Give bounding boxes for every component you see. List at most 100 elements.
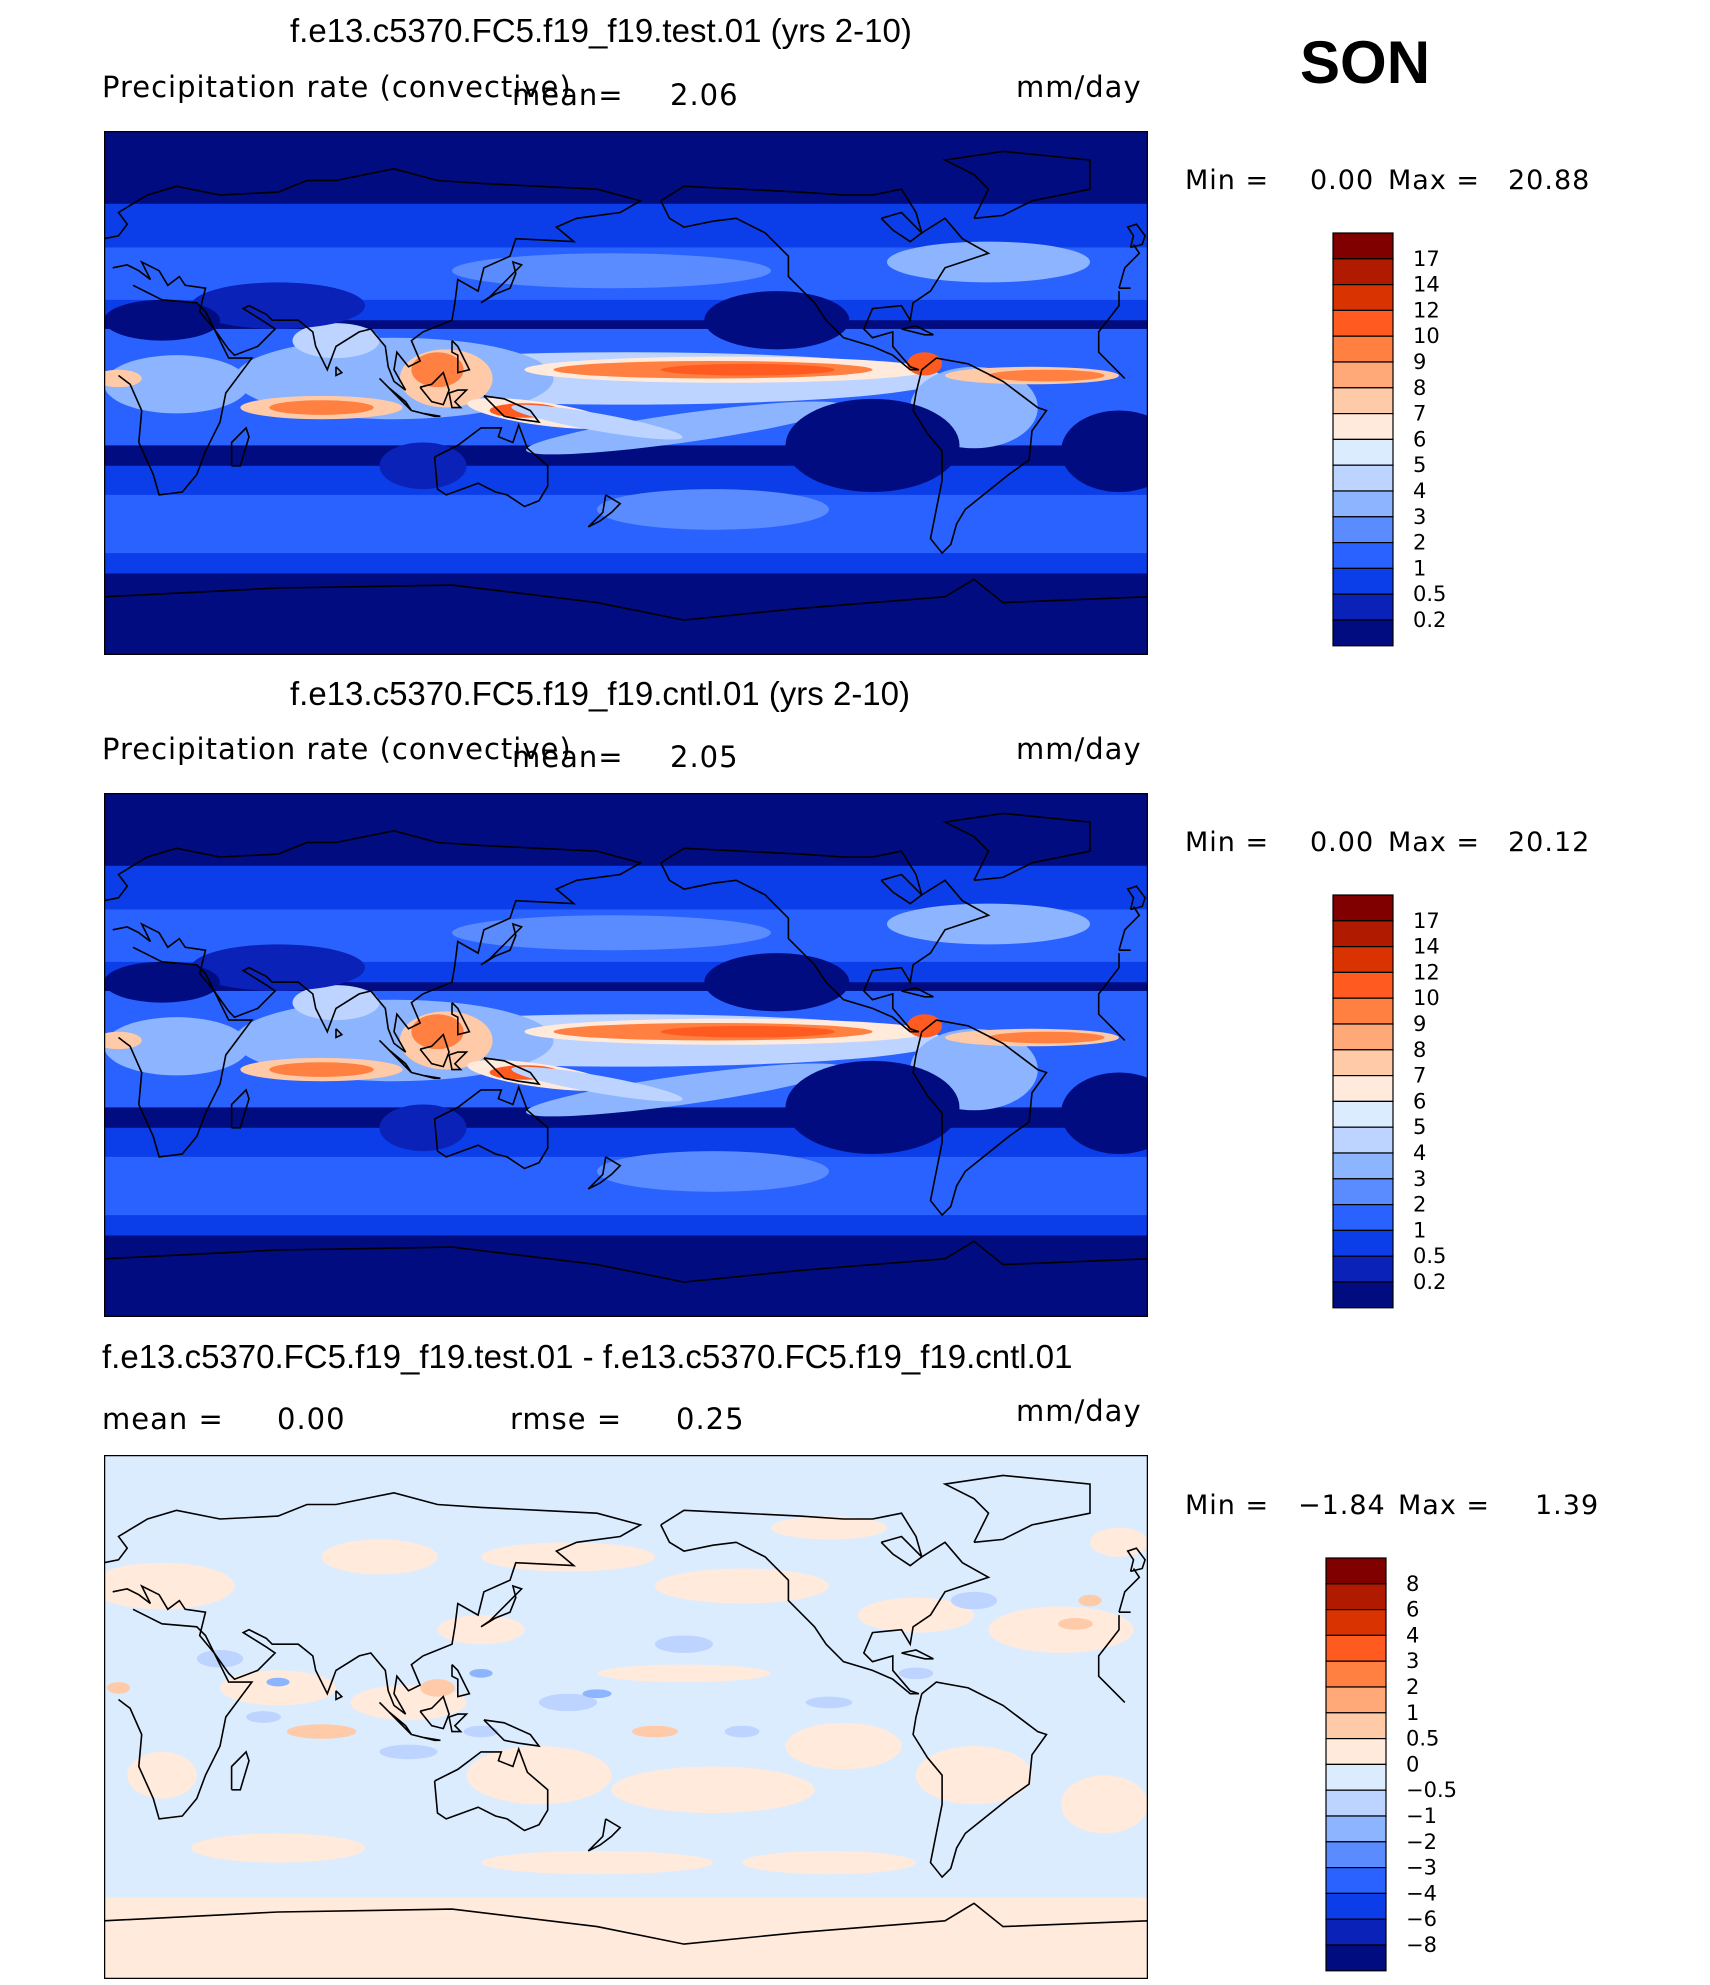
panel-2-units: mm/day <box>1016 732 1142 766</box>
colorbar-tick-label: 4 <box>1413 1141 1426 1165</box>
colorbar-box <box>1325 1712 1387 1740</box>
colorbar-box <box>1332 438 1394 466</box>
colorbar-box <box>1332 1023 1394 1051</box>
colorbar-tick-label: 14 <box>1413 935 1440 959</box>
colorbar-tick-label: 10 <box>1413 986 1440 1010</box>
colorbar-box <box>1332 335 1394 363</box>
colorbar-box <box>1332 309 1394 337</box>
panel-1-units: mm/day <box>1016 70 1142 104</box>
panel-3-title: f.e13.c5370.FC5.f19_f19.test.01 - f.e13.… <box>102 1338 1073 1375</box>
colorbar-tick-label: 5 <box>1413 453 1426 477</box>
panel-1-max-value: 20.88 <box>1508 165 1591 196</box>
colorbar-tick-label: 3 <box>1413 505 1426 529</box>
colorbar-tick-label: 6 <box>1406 1598 1419 1622</box>
colorbar-tick-label: 0.5 <box>1413 1244 1446 1268</box>
colorbar-box <box>1332 945 1394 973</box>
colorbar-tick-label: 1 <box>1413 1218 1426 1242</box>
colorbar-box <box>1332 232 1394 260</box>
panel-2-map <box>104 793 1148 1317</box>
colorbar-tick-label: 14 <box>1413 273 1440 297</box>
colorbar-box <box>1332 1229 1394 1257</box>
colorbar-box <box>1332 283 1394 311</box>
colorbar-tick-label: 2 <box>1406 1675 1419 1699</box>
colorbar-tick-label: 7 <box>1413 1064 1426 1088</box>
colorbar-box <box>1332 1126 1394 1154</box>
colorbar-tick-label: 3 <box>1406 1649 1419 1673</box>
colorbar-box <box>1332 464 1394 492</box>
colorbar-box <box>1332 1281 1394 1309</box>
colorbar-tick-label: 2 <box>1413 1193 1426 1217</box>
colorbar-tick-label: 7 <box>1413 402 1426 426</box>
panel-3-min-value: −1.84 <box>1298 1490 1386 1521</box>
colorbar-tick-label: 9 <box>1413 350 1426 374</box>
colorbar-box <box>1332 490 1394 518</box>
panel-3-map <box>104 1455 1148 1979</box>
colorbar-box <box>1332 361 1394 389</box>
colorbar-box <box>1325 1918 1387 1946</box>
panel-1-variable: Precipitation rate (convective) <box>102 70 572 104</box>
panel-2-mean-label: mean= <box>512 740 624 774</box>
colorbar-box <box>1332 567 1394 595</box>
panel-2-variable: Precipitation rate (convective) <box>102 732 572 766</box>
panel-1-mean-value: 2.06 <box>670 78 739 112</box>
colorbar-tick-label: −8 <box>1406 1933 1437 1957</box>
colorbar-box <box>1332 1204 1394 1232</box>
colorbar-tick-label: −2 <box>1406 1830 1437 1854</box>
panel-3-units: mm/day <box>1016 1394 1142 1428</box>
panel-1-map <box>104 131 1148 655</box>
colorbar-tick-label: −0.5 <box>1406 1778 1457 1802</box>
panel-1-min-value: 0.00 <box>1310 165 1375 196</box>
colorbar-tick-label: 12 <box>1413 298 1440 322</box>
colorbar-box <box>1325 1583 1387 1611</box>
colorbar-box <box>1325 1892 1387 1920</box>
colorbar-box <box>1325 1557 1387 1585</box>
panel-3-max-value: 1.39 <box>1535 1490 1600 1521</box>
panel-2-max-value: 20.12 <box>1508 827 1591 858</box>
colorbar-box <box>1332 971 1394 999</box>
colorbar-box <box>1332 1152 1394 1180</box>
colorbar-tick-label: 0.5 <box>1406 1727 1439 1751</box>
colorbar-box <box>1325 1738 1387 1766</box>
colorbar-box <box>1332 1075 1394 1103</box>
colorbar-box <box>1325 1789 1387 1817</box>
colorbar-tick-label: 6 <box>1413 427 1426 451</box>
colorbar-tick-label: 0 <box>1406 1752 1419 1776</box>
panel-1-title: f.e13.c5370.FC5.f19_f19.test.01 (yrs 2-1… <box>290 12 912 49</box>
season-label: SON <box>1300 29 1431 96</box>
colorbar-box <box>1332 1100 1394 1128</box>
colorbar-tick-label: 0.2 <box>1413 608 1446 632</box>
colorbar-box <box>1325 1608 1387 1636</box>
colorbar-box <box>1332 593 1394 621</box>
colorbar-box <box>1332 516 1394 544</box>
panel-1-mean-label: mean= <box>512 78 624 112</box>
colorbar-tick-label: 8 <box>1413 1038 1426 1062</box>
colorbar-box <box>1325 1944 1387 1972</box>
panel-2-mean-value: 2.05 <box>670 740 739 774</box>
colorbar-box <box>1332 258 1394 286</box>
colorbar-box <box>1332 413 1394 441</box>
colorbar-box <box>1332 997 1394 1025</box>
panel-3-rmse-label: rmse = <box>510 1402 623 1436</box>
colorbar-tick-label: 8 <box>1406 1572 1419 1596</box>
colorbar-box <box>1325 1841 1387 1869</box>
colorbar-box <box>1332 542 1394 570</box>
colorbar-tick-label: −6 <box>1406 1907 1437 1931</box>
colorbar-box <box>1325 1815 1387 1843</box>
panel-2-min-label: Min = <box>1185 827 1270 858</box>
panel-2-min-value: 0.00 <box>1310 827 1375 858</box>
colorbar-tick-label: 0.2 <box>1413 1270 1446 1294</box>
colorbar-box <box>1325 1763 1387 1791</box>
panel-3-rmse-value: 0.25 <box>676 1402 745 1436</box>
colorbar-tick-label: 17 <box>1413 247 1440 271</box>
colorbar-tick-label: 10 <box>1413 324 1440 348</box>
colorbar-box <box>1332 1049 1394 1077</box>
colorbar-box <box>1332 920 1394 948</box>
colorbar-tick-label: 9 <box>1413 1012 1426 1036</box>
colorbar-tick-label: 4 <box>1413 479 1426 503</box>
colorbar-tick-label: 4 <box>1406 1623 1419 1647</box>
colorbar-box <box>1325 1867 1387 1895</box>
colorbar-tick-label: −1 <box>1406 1804 1437 1828</box>
colorbar-box <box>1332 1178 1394 1206</box>
